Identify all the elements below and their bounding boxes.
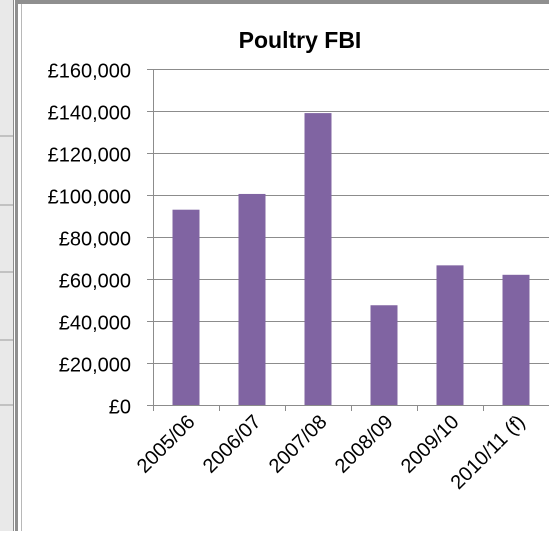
- bar: [238, 193, 266, 405]
- bar: [304, 113, 332, 405]
- y-tick-label: £40,000: [59, 313, 131, 335]
- bars: [172, 113, 530, 405]
- bar: [370, 305, 398, 405]
- y-tick-label: £80,000: [59, 229, 131, 251]
- axes: [147, 69, 549, 411]
- y-tick-label: £60,000: [59, 271, 131, 293]
- bar: [172, 209, 200, 405]
- bar: [436, 265, 464, 405]
- y-tick-label: £140,000: [48, 103, 131, 125]
- y-tick-label: £0: [109, 397, 131, 419]
- y-tick-label: £100,000: [48, 187, 131, 209]
- chart-title: Poultry FBI: [239, 27, 362, 53]
- bar: [502, 274, 530, 405]
- y-tick-label: £20,000: [59, 355, 131, 377]
- y-tick-label: £160,000: [48, 61, 131, 83]
- y-axis-tick-labels: £0 £20,000 £40,000 £60,000 £80,000 £100,000 £1…: [48, 61, 131, 419]
- y-tick-label: £120,000: [48, 145, 131, 167]
